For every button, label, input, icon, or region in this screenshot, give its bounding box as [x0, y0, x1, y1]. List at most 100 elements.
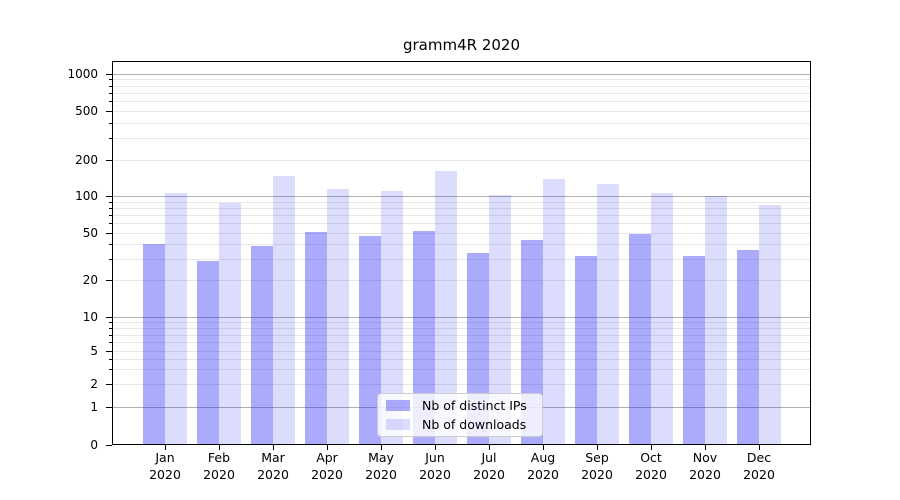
x-axis-tick: [489, 445, 490, 450]
y-axis-minor-tick: [109, 351, 112, 352]
gridline-minor: [113, 122, 810, 124]
y-axis-tick: [106, 196, 112, 197]
bar-downloads-apr: [327, 189, 349, 445]
x-axis-tick-label: Apr 2020: [311, 450, 343, 482]
bar-downloads-aug: [543, 179, 565, 445]
bar-distinct-ips-jan: [143, 244, 165, 445]
x-axis-tick: [381, 445, 382, 450]
bar-downloads-feb: [219, 202, 241, 445]
gridline-minor: [113, 207, 810, 209]
axes-frame: [112, 61, 811, 445]
x-axis-tick-label: Nov 2020: [689, 450, 721, 482]
y-axis-tick-label: 100: [75, 189, 98, 203]
y-axis-tick-label: 2: [90, 377, 98, 391]
y-axis-tick-label: 1: [90, 399, 98, 414]
gridline-major: [113, 317, 810, 318]
x-axis-tick: [327, 445, 328, 450]
y-axis-tick-label: 10: [82, 310, 98, 324]
bar-downloads-jan: [165, 192, 187, 445]
y-axis-minor-tick: [109, 201, 112, 203]
gridline-minor: [113, 92, 810, 94]
y-axis-tick-label: 1000: [67, 66, 98, 81]
x-axis-tick-label: Feb 2020: [203, 450, 235, 482]
y-axis-minor-tick: [109, 85, 112, 87]
x-axis-tick: [543, 445, 544, 450]
bar-downloads-may: [381, 191, 403, 445]
y-axis-minor-tick: [109, 322, 112, 324]
x-axis-tick-label: Jan 2020: [149, 450, 181, 482]
bar-distinct-ips-sep: [575, 255, 597, 445]
y-axis-tick: [106, 317, 112, 318]
y-axis-minor-tick: [109, 122, 112, 124]
y-axis-tick-label: 500: [75, 104, 98, 118]
x-axis-tick-label: Sep 2020: [581, 450, 613, 482]
bar-downloads-dec: [759, 204, 781, 445]
gridline-major: [113, 196, 810, 197]
gridline-minor: [113, 111, 810, 112]
gridline-minor: [113, 334, 810, 336]
y-axis-minor-tick: [109, 369, 112, 371]
y-axis-minor-tick: [109, 160, 112, 161]
y-axis-tick: [106, 445, 112, 446]
y-axis-tick: [106, 73, 112, 75]
y-axis-minor-tick: [109, 359, 112, 360]
x-axis-tick-label: Mar 2020: [257, 450, 289, 482]
y-axis-tick-label: 50: [82, 226, 98, 240]
y-axis-tick-label: 5: [90, 344, 98, 358]
gridline-major: [113, 73, 810, 75]
y-axis-tick-label: 0: [90, 438, 98, 452]
gridline-minor: [113, 160, 810, 161]
gridline-minor: [113, 259, 810, 261]
x-axis-tick: [165, 445, 166, 450]
legend-item-downloads: Nb of downloads: [386, 417, 542, 432]
y-axis-minor-tick: [109, 111, 112, 112]
y-axis-minor-tick: [109, 334, 112, 336]
gridline-minor: [113, 280, 810, 281]
gridline-minor: [113, 79, 810, 81]
bar-distinct-ips-jun: [413, 230, 435, 445]
y-axis-minor-tick: [109, 244, 112, 246]
gridline-minor: [113, 369, 810, 371]
y-axis-minor-tick: [109, 101, 112, 103]
y-axis-minor-tick: [109, 79, 112, 81]
x-axis-tick: [435, 445, 436, 450]
y-axis-minor-tick: [109, 233, 112, 234]
y-axis-minor-tick: [109, 138, 112, 140]
x-axis-tick-label: Dec 2020: [743, 450, 775, 482]
gridline-minor: [113, 244, 810, 246]
legend-swatch-downloads: [386, 419, 410, 430]
y-axis-minor-tick: [109, 92, 112, 94]
y-axis-minor-tick: [109, 259, 112, 261]
gridline-minor: [113, 342, 810, 344]
x-axis-tick: [273, 445, 274, 450]
gridline-minor: [113, 85, 810, 87]
gridline-minor: [113, 233, 810, 234]
legend-item-distinct-ips: Nb of distinct IPs: [386, 398, 542, 413]
gridline-minor: [113, 138, 810, 140]
bar-distinct-ips-apr: [305, 231, 327, 445]
gridline-minor: [113, 359, 810, 360]
gridline-minor: [113, 327, 810, 329]
bar-distinct-ips-mar: [251, 245, 273, 445]
bar-distinct-ips-feb: [197, 260, 219, 445]
bar-distinct-ips-dec: [737, 249, 759, 445]
chart-title: gramm4R 2020: [402, 36, 520, 54]
bar-distinct-ips-nov: [683, 255, 705, 445]
gridline-minor: [113, 322, 810, 324]
gridline-minor: [113, 223, 810, 225]
y-axis-minor-tick: [109, 280, 112, 281]
x-axis-tick: [597, 445, 598, 450]
x-axis-tick-label: Jun 2020: [419, 450, 451, 482]
bar-downloads-mar: [273, 175, 295, 445]
bar-downloads-oct: [651, 192, 673, 445]
bar-downloads-nov: [705, 195, 727, 445]
y-axis-minor-tick: [109, 342, 112, 344]
bar-distinct-ips-oct: [629, 234, 651, 445]
legend-label-distinct-ips: Nb of distinct IPs: [422, 398, 527, 413]
y-axis-minor-tick: [109, 384, 112, 385]
gridline-minor: [113, 201, 810, 203]
x-axis-tick-label: May 2020: [365, 450, 397, 482]
x-axis-tick: [759, 445, 760, 450]
x-axis-tick-label: Aug 2020: [527, 450, 559, 482]
